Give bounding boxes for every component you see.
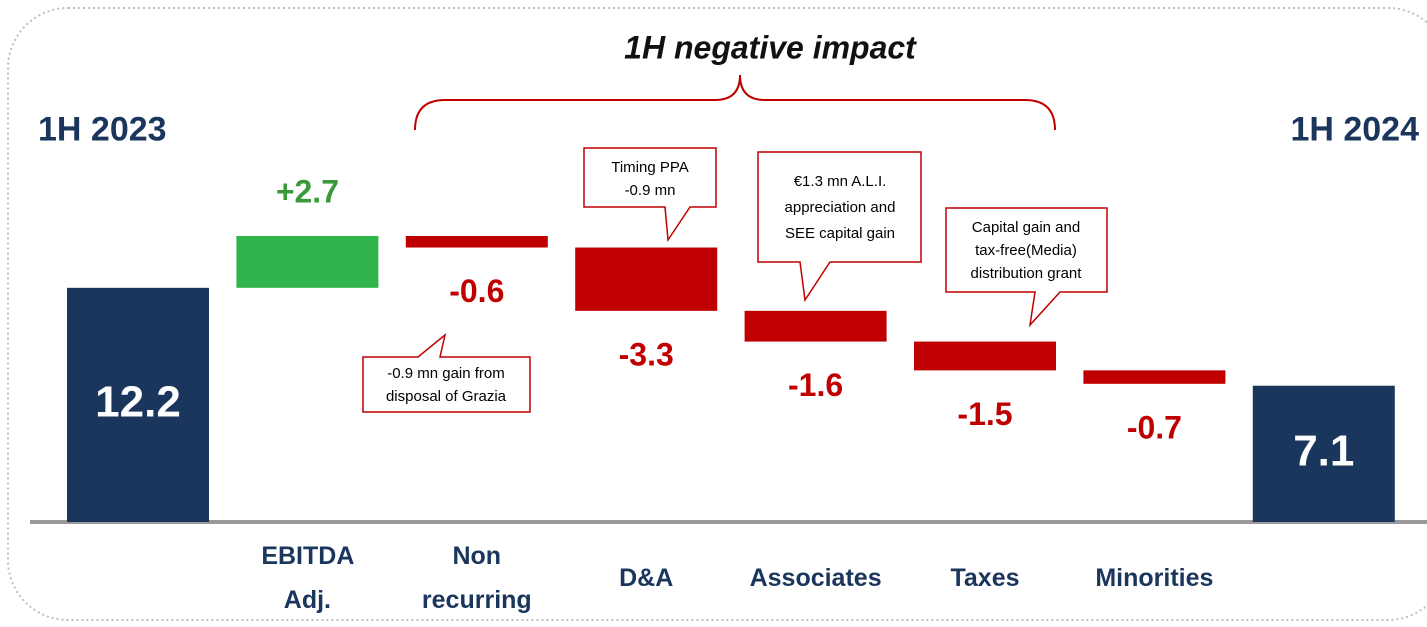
value-label: +2.7: [276, 173, 339, 209]
callout: €1.3 mn A.L.I. appreciation and SEE capi…: [757, 151, 922, 303]
callout: -0.9 mn gain from disposal of Grazia: [362, 333, 531, 413]
callout-text: -0.9 mn gain from: [387, 365, 505, 382]
bar: [405, 236, 548, 248]
brace: [414, 74, 1056, 131]
bar: [1083, 370, 1226, 384]
value-label: -1.6: [788, 367, 843, 403]
category-label: Minorities: [1095, 564, 1214, 592]
callout: Timing PPA -0.9 mn: [583, 147, 717, 243]
value-label: -0.6: [449, 273, 504, 309]
callout: Capital gain and tax-free(Media) distrib…: [945, 207, 1108, 328]
category-label: 1H 2024: [1290, 110, 1419, 149]
value-label: -0.7: [1127, 409, 1182, 445]
callout-text: Capital gain and: [972, 219, 1080, 236]
callout-text: disposal of Grazia: [386, 388, 507, 405]
value-label: 12.2: [95, 378, 181, 427]
category-label: EBITDA Adj.: [261, 542, 355, 614]
value-label: -1.5: [957, 396, 1012, 432]
bar: [1252, 385, 1395, 522]
callout-text: distribution grant: [971, 265, 1083, 282]
chart-title: 1H negative impact: [624, 29, 917, 65]
category-label: Associates: [749, 564, 882, 592]
frame: [7, 7, 1427, 621]
category-label: 1H 2023: [38, 110, 167, 149]
bar: [914, 341, 1056, 371]
callout-text: SEE capital gain: [785, 225, 895, 242]
category-label: Taxes: [950, 564, 1020, 592]
callout-text: tax-free(Media): [975, 242, 1077, 259]
category-label: Non recurring: [421, 542, 532, 614]
bar: [575, 247, 718, 311]
bar: [744, 310, 887, 342]
value-label: -3.3: [619, 336, 674, 372]
value-label: 7.1: [1293, 426, 1354, 475]
callout-text: appreciation and: [785, 199, 896, 216]
bar: [67, 287, 209, 522]
bar: [236, 236, 379, 288]
callout-text: Timing PPA: [611, 159, 689, 176]
category-label: D&A: [619, 564, 674, 592]
callout-text: €1.3 mn A.L.I.: [794, 173, 887, 190]
callout-text: -0.9 mn: [625, 182, 676, 199]
